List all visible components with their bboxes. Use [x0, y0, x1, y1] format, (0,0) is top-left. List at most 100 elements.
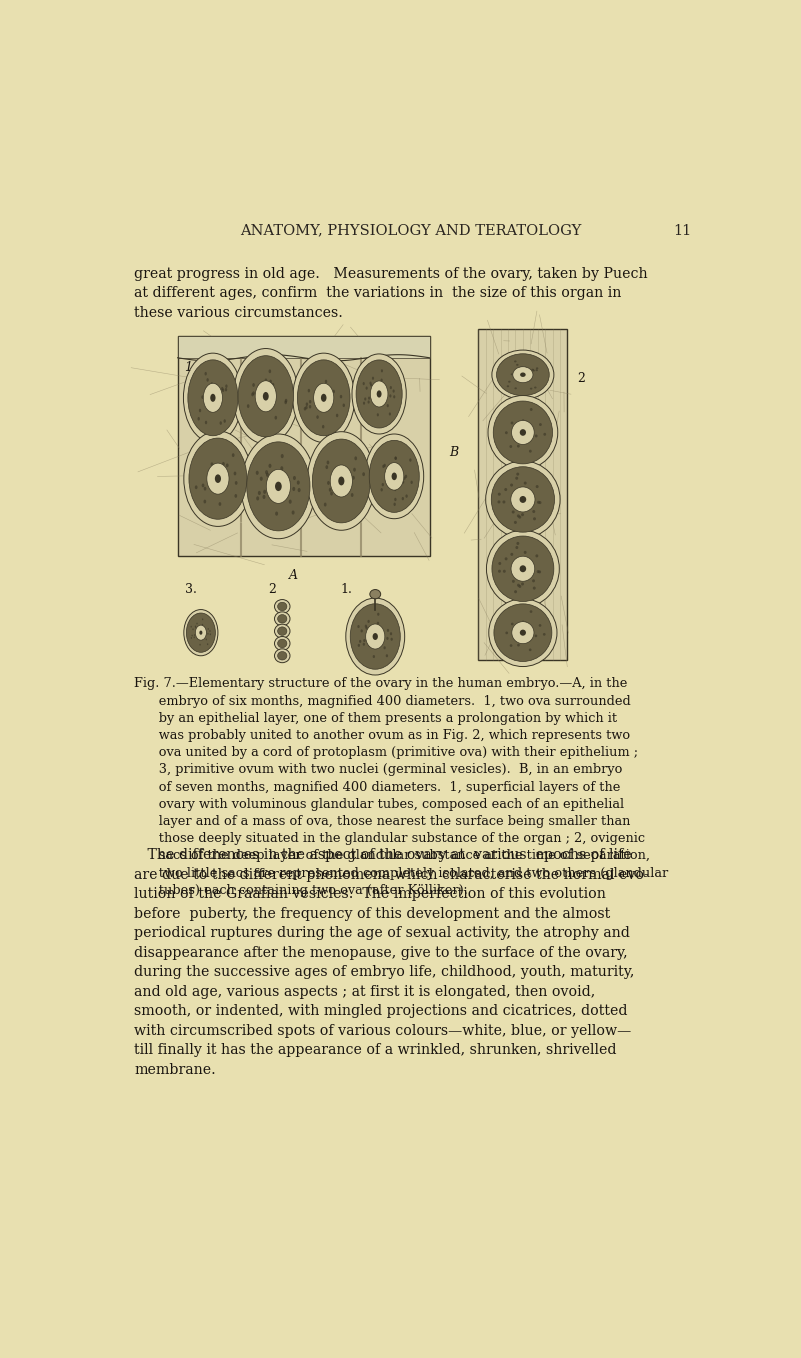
Ellipse shape	[211, 462, 213, 466]
Ellipse shape	[376, 636, 378, 640]
Ellipse shape	[522, 432, 525, 435]
Ellipse shape	[221, 387, 223, 391]
Ellipse shape	[518, 498, 521, 501]
Ellipse shape	[257, 398, 260, 402]
Bar	[178, 337, 429, 357]
Ellipse shape	[191, 626, 192, 627]
Ellipse shape	[348, 473, 351, 477]
Ellipse shape	[384, 463, 404, 490]
Ellipse shape	[275, 612, 290, 626]
Ellipse shape	[522, 634, 525, 637]
Ellipse shape	[317, 397, 320, 399]
Ellipse shape	[231, 454, 235, 458]
Ellipse shape	[368, 644, 371, 646]
Ellipse shape	[216, 477, 219, 481]
Ellipse shape	[537, 570, 540, 573]
Ellipse shape	[326, 388, 328, 391]
Ellipse shape	[292, 486, 296, 492]
Ellipse shape	[183, 353, 243, 443]
Ellipse shape	[517, 629, 520, 631]
Ellipse shape	[298, 488, 300, 492]
Ellipse shape	[521, 367, 523, 368]
Ellipse shape	[252, 383, 255, 387]
Ellipse shape	[316, 416, 319, 418]
Ellipse shape	[204, 372, 207, 375]
Ellipse shape	[336, 414, 338, 417]
Ellipse shape	[517, 644, 520, 646]
Ellipse shape	[288, 500, 292, 504]
Ellipse shape	[261, 392, 264, 397]
Text: 2: 2	[577, 372, 585, 386]
Ellipse shape	[394, 475, 396, 478]
Ellipse shape	[405, 494, 408, 498]
Ellipse shape	[264, 394, 267, 398]
Ellipse shape	[314, 383, 334, 413]
Ellipse shape	[518, 500, 521, 502]
Ellipse shape	[373, 402, 375, 405]
Ellipse shape	[319, 403, 321, 407]
Ellipse shape	[199, 644, 201, 645]
Ellipse shape	[510, 553, 513, 555]
Ellipse shape	[391, 638, 392, 641]
Ellipse shape	[206, 638, 207, 641]
Ellipse shape	[275, 625, 290, 638]
Text: The differences in the aspect of the ovary at  various  epochs of life
are due t: The differences in the aspect of the ova…	[135, 849, 649, 1077]
Ellipse shape	[379, 395, 380, 399]
Ellipse shape	[225, 388, 227, 391]
Ellipse shape	[344, 467, 346, 471]
Ellipse shape	[524, 482, 527, 485]
Ellipse shape	[522, 432, 525, 435]
Ellipse shape	[517, 379, 520, 380]
Ellipse shape	[368, 401, 370, 403]
Ellipse shape	[392, 390, 395, 392]
Text: 2: 2	[268, 583, 276, 596]
Ellipse shape	[207, 405, 210, 409]
Ellipse shape	[343, 486, 346, 490]
Ellipse shape	[492, 350, 553, 399]
Ellipse shape	[380, 379, 383, 382]
Bar	[178, 337, 429, 555]
Ellipse shape	[336, 469, 338, 473]
Ellipse shape	[183, 610, 218, 656]
Ellipse shape	[258, 490, 261, 496]
Ellipse shape	[525, 367, 527, 369]
Ellipse shape	[536, 369, 538, 371]
Ellipse shape	[529, 449, 532, 452]
Ellipse shape	[208, 469, 211, 473]
Ellipse shape	[498, 562, 501, 565]
Ellipse shape	[521, 562, 524, 566]
Ellipse shape	[304, 407, 306, 410]
Ellipse shape	[351, 493, 353, 497]
Ellipse shape	[520, 372, 525, 378]
Ellipse shape	[521, 439, 524, 443]
Ellipse shape	[491, 467, 554, 532]
Ellipse shape	[401, 497, 404, 500]
Ellipse shape	[517, 373, 519, 376]
Ellipse shape	[369, 382, 372, 384]
Ellipse shape	[256, 496, 260, 501]
Ellipse shape	[278, 640, 287, 648]
Ellipse shape	[388, 469, 390, 473]
Ellipse shape	[392, 478, 395, 482]
Ellipse shape	[205, 421, 207, 424]
Ellipse shape	[518, 372, 521, 373]
Ellipse shape	[309, 399, 312, 403]
Ellipse shape	[322, 406, 324, 410]
Ellipse shape	[241, 435, 316, 539]
Ellipse shape	[207, 644, 208, 645]
Ellipse shape	[393, 502, 396, 507]
Ellipse shape	[519, 568, 522, 572]
Ellipse shape	[280, 454, 284, 458]
Ellipse shape	[543, 433, 546, 436]
Ellipse shape	[529, 407, 533, 411]
Ellipse shape	[219, 391, 221, 394]
Ellipse shape	[219, 502, 221, 507]
Ellipse shape	[219, 421, 222, 425]
Ellipse shape	[515, 546, 518, 549]
Ellipse shape	[364, 398, 366, 401]
Ellipse shape	[218, 469, 220, 473]
Ellipse shape	[195, 626, 196, 629]
Ellipse shape	[396, 481, 398, 483]
Ellipse shape	[386, 655, 388, 657]
Ellipse shape	[275, 649, 290, 663]
